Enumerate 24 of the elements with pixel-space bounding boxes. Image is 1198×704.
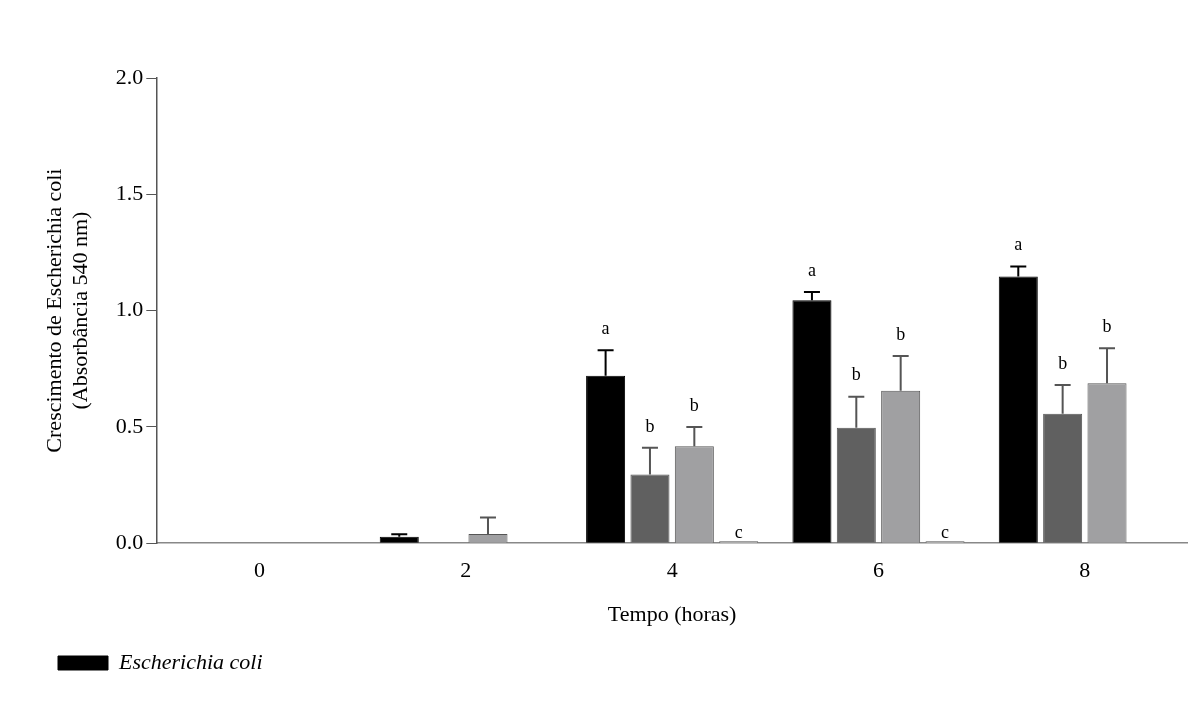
y-tick-label: 0.0	[115, 528, 144, 554]
x-tick-label: 6	[872, 557, 884, 583]
data-label: c	[941, 521, 950, 542]
data-label: a	[807, 259, 816, 280]
data-label: b	[851, 364, 861, 385]
x-tick-label: 4	[666, 557, 678, 583]
x-tick-label: 0	[253, 557, 265, 583]
data-label: a	[601, 317, 610, 338]
data-label: b	[1058, 352, 1068, 373]
data-label: a	[1014, 234, 1023, 255]
data-label: b	[1102, 316, 1112, 337]
y-tick-label: 0.5	[115, 412, 144, 438]
data-label: b	[645, 415, 655, 436]
x-tick-label: 2	[460, 557, 472, 583]
y-tick-label: 1.0	[115, 296, 144, 322]
data-label: b	[689, 394, 699, 415]
x-tick-label: 8	[1079, 557, 1091, 583]
y-axis-title: Crescimento de Escherichia coli (Absorbância 540 nm)	[40, 168, 93, 453]
x-axis-title: Tempo (horas)	[607, 600, 737, 626]
data-label: b	[896, 323, 906, 344]
legend-label: Escherichia coli	[118, 648, 263, 674]
y-tick-label: 2.0	[115, 63, 144, 89]
y-tick-label: 1.5	[115, 180, 144, 206]
data-label: c	[734, 521, 743, 542]
